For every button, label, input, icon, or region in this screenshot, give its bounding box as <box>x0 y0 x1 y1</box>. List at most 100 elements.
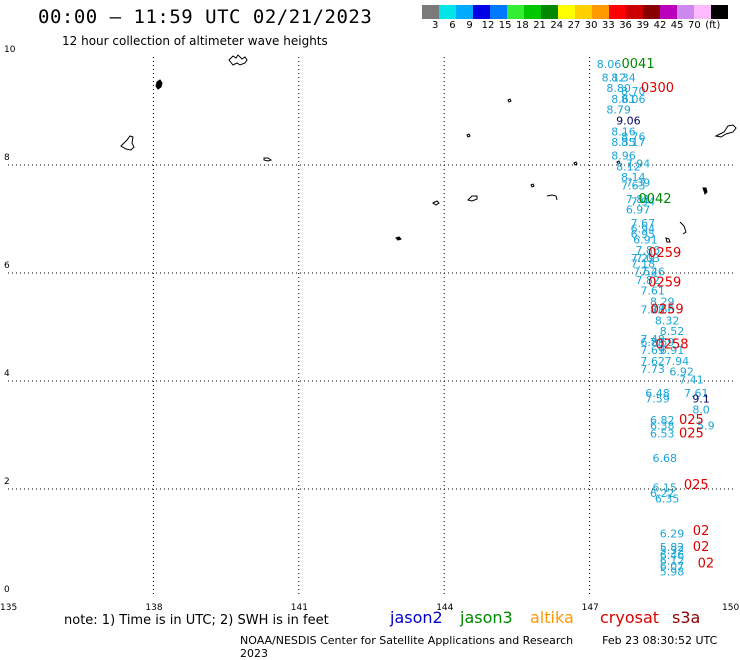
color-scale-label: 42 <box>653 20 667 31</box>
wave-height-value: 6.53 <box>650 428 675 441</box>
color-scale-label: 18 <box>516 20 529 31</box>
color-swatch <box>711 5 728 19</box>
wave-height-value: 7.59 <box>650 336 675 349</box>
color-swatch <box>558 5 575 19</box>
wave-height-value: 6.97 <box>626 204 651 217</box>
island-outline <box>467 195 478 202</box>
pass-time-label: 0259 <box>648 246 681 261</box>
wave-height-value: 7.39 <box>626 177 651 190</box>
wave-height-value: 8.80 <box>606 82 631 95</box>
color-scale-labels: 3 6 9 12 15 18 21 24 27 30 33 36 39 42 45 70 (ft) <box>422 20 740 34</box>
wave-height-value: 7.18 <box>631 258 656 271</box>
longitude-tick-label: 144 <box>436 603 454 613</box>
wave-height-value: 6.07 <box>660 560 685 573</box>
color-swatch <box>626 5 643 19</box>
wave-height-value: 7.61 <box>684 387 709 400</box>
latitude-tick-label: 10 <box>4 45 16 55</box>
pass-time-label: 02 <box>693 540 710 555</box>
color-swatch <box>677 5 694 19</box>
color-swatch <box>490 5 507 19</box>
wave-height-value: 6.48 <box>645 387 670 400</box>
wave-height-value: 8.96 <box>611 150 636 163</box>
color-scale-label: 33 <box>602 20 615 31</box>
island-outline <box>616 160 621 165</box>
wave-height-value: 7.81 <box>626 193 651 206</box>
wave-height-value: 7.94 <box>626 158 651 171</box>
color-scale-label: 30 <box>584 20 598 31</box>
wave-height-value: 7.59 <box>645 393 670 406</box>
island-outline <box>263 157 273 162</box>
wave-height-value: 7.69 <box>640 344 665 357</box>
wave-height-value: 7.48 <box>640 333 665 346</box>
wave-height-value: 6.29 <box>660 528 685 541</box>
wave-height-value: 5.82 <box>660 541 685 554</box>
pass-time-label: 0300 <box>641 81 674 96</box>
wave-height-value: 8.34 <box>611 71 636 84</box>
island-outline <box>120 135 135 151</box>
color-scale-label: 24 <box>550 20 564 31</box>
wave-height-value: 7.62 <box>640 355 665 368</box>
color-swatch <box>473 5 490 19</box>
wave-height-value: 6.82 <box>650 414 675 427</box>
wave-height-value: 6.22 <box>650 487 675 500</box>
wave-height-value: 6.94 <box>631 223 656 236</box>
map-title: 00:00 – 11:59 UTC 02/21/2023 <box>38 6 373 28</box>
wave-height-value: 7.29 <box>631 252 656 265</box>
legend-entry-jason3: jason3 <box>460 608 513 627</box>
legend-entry-jason2: jason2 <box>390 608 443 627</box>
island-outline <box>155 79 163 90</box>
wave-height-value: 7.41 <box>679 374 704 387</box>
wave-height-value: 7.94 <box>631 196 656 209</box>
wave-height-value: 6.35 <box>655 493 680 506</box>
wave-height-value: 8.79 <box>606 104 631 117</box>
color-scale-label: 21 <box>533 20 546 31</box>
island-outline <box>665 237 671 243</box>
wave-height-value: 8.16 <box>611 125 636 138</box>
wave-height-value: 7.78 <box>640 304 665 317</box>
wave-height-value: 7.73 <box>640 363 665 376</box>
wave-height-value: 8.52 <box>660 325 685 338</box>
wave-height-value: 8.66 <box>650 304 675 317</box>
altimeter-observations: 8.068.128.348.808.618.068.798.708.168.76… <box>597 57 715 579</box>
wave-height-value: 7.94 <box>665 355 690 368</box>
wave-height-value: 7.86 <box>636 244 661 257</box>
wave-height-value: 8.76 <box>621 131 646 144</box>
pass-time-label: 0259 <box>648 276 681 291</box>
wave-height-value: 7.67 <box>631 217 656 230</box>
pass-time-label: 02 <box>698 556 715 571</box>
wave-height-value: 6.92 <box>669 366 694 379</box>
wave-height-value: 9.1 <box>692 393 710 406</box>
color-swatch <box>575 5 592 19</box>
wave-height-value: 8.12 <box>616 160 641 173</box>
wave-height-value: 6.88 <box>640 336 665 349</box>
color-swatch <box>660 5 677 19</box>
latitude-tick-label: 6 <box>4 261 10 271</box>
color-scale-label: 9 <box>466 20 473 31</box>
color-swatch <box>456 5 473 19</box>
wave-height-value: 7.03 <box>636 252 661 265</box>
map-subtitle: 12 hour collection of altimeter wave hei… <box>62 34 328 48</box>
island-outline <box>432 200 440 206</box>
wave-height-value: 8.32 <box>655 314 680 327</box>
latitude-tick-label: 8 <box>4 153 10 163</box>
wave-height-value: 8.14 <box>621 171 646 184</box>
latitude-tick-label: 2 <box>4 477 10 487</box>
footer-credit: NOAA/NESDIS Center for Satellite Applica… <box>240 634 740 660</box>
wave-height-value: 8.06 <box>621 93 646 106</box>
wave-height-value: 8.70 <box>621 85 646 98</box>
island-outline <box>466 133 471 138</box>
island-outline <box>507 98 512 103</box>
longitude-tick-label: 141 <box>290 603 308 613</box>
longitude-tick-label: 138 <box>145 603 163 613</box>
wave-height-value: 6.95 <box>631 228 656 241</box>
legend-entry-cryosat: cryosat <box>600 608 660 627</box>
wave-height-value: 7.63 <box>621 179 646 192</box>
wave-height-value: 7.46 <box>640 266 665 279</box>
color-swatch <box>439 5 456 19</box>
color-swatch <box>592 5 609 19</box>
color-swatch <box>422 5 439 19</box>
wave-height-value: 5.9 <box>697 420 715 433</box>
credit-text: NOAA/NESDIS Center for Satellite Applica… <box>240 634 574 647</box>
longitude-tick-label: 147 <box>581 603 599 613</box>
pass-time-label: 0258 <box>655 338 688 353</box>
